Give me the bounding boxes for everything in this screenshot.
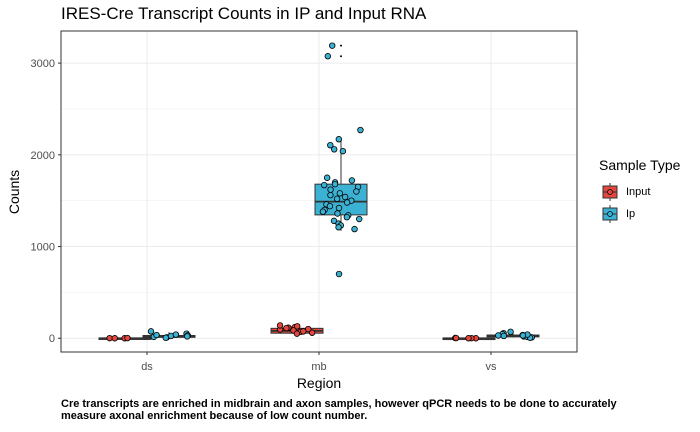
data-point-input bbox=[300, 328, 307, 335]
data-point-ip bbox=[334, 210, 341, 217]
data-point-ip bbox=[343, 199, 351, 206]
data-point-input bbox=[124, 334, 131, 342]
data-point-input bbox=[293, 330, 301, 337]
x-tick-label: ds bbox=[141, 361, 153, 373]
legend-label-input: Input bbox=[626, 186, 651, 198]
data-point-ip bbox=[327, 141, 334, 149]
data-point-ip bbox=[323, 174, 331, 181]
data-point-ip bbox=[162, 334, 169, 341]
data-point-ip bbox=[343, 213, 351, 221]
x-tick-label: mb bbox=[311, 361, 326, 373]
data-point-ip bbox=[507, 328, 514, 336]
figure-caption: Cre transcripts are enriched in midbrain… bbox=[61, 398, 617, 422]
x-axis-title: Region bbox=[297, 375, 341, 391]
outlier-point bbox=[340, 44, 342, 47]
data-point-ip bbox=[335, 136, 343, 143]
data-point-ip bbox=[329, 42, 336, 49]
legend-key-ip bbox=[602, 205, 618, 223]
y-tick-label: 3000 bbox=[31, 58, 55, 70]
data-point-ip bbox=[336, 190, 344, 197]
data-point-ip bbox=[339, 147, 347, 155]
legend-item-ip: Ip bbox=[601, 205, 700, 223]
grid-layer bbox=[61, 31, 577, 352]
data-point-ip bbox=[184, 333, 191, 340]
axis-layer: 0 1000 2000 3000 ds mb vs bbox=[31, 58, 497, 373]
data-point-ip bbox=[341, 193, 349, 201]
data-point-ip bbox=[327, 186, 334, 193]
data-point-input bbox=[294, 323, 301, 330]
point-layer bbox=[106, 42, 535, 342]
outlier-point bbox=[340, 55, 342, 58]
x-tick-label: vs bbox=[486, 361, 498, 373]
data-point-ip bbox=[357, 126, 364, 134]
data-point-ip bbox=[320, 181, 328, 189]
data-point-ip bbox=[331, 180, 339, 188]
data-point-ip bbox=[335, 270, 343, 278]
y-tick-label: 1000 bbox=[31, 242, 55, 254]
chart-title: IRES-Cre Transcript Counts in IP and Inp… bbox=[61, 4, 427, 23]
data-point-input bbox=[308, 329, 316, 336]
data-point-input bbox=[283, 324, 290, 332]
y-tick-label: 0 bbox=[49, 333, 55, 345]
data-point-ip bbox=[330, 217, 338, 225]
data-point-ip bbox=[324, 53, 332, 60]
data-point-ip bbox=[495, 332, 502, 339]
data-point-ip bbox=[172, 331, 180, 338]
data-point-ip bbox=[519, 332, 527, 339]
legend: Sample Type Input Ip bbox=[599, 157, 681, 223]
y-tick-label: 2000 bbox=[31, 150, 55, 162]
data-point-ip bbox=[319, 208, 327, 215]
data-point-input bbox=[111, 335, 118, 342]
data-point-input bbox=[452, 334, 460, 342]
data-point-ip bbox=[351, 225, 358, 233]
data-point-ip bbox=[327, 191, 334, 199]
data-point-ip bbox=[326, 202, 334, 210]
data-point-input bbox=[276, 322, 284, 329]
data-point-ip bbox=[335, 224, 342, 231]
data-point-ip bbox=[348, 177, 356, 184]
legend-item-input: Input bbox=[601, 183, 700, 201]
legend-label-ip: Ip bbox=[626, 208, 636, 220]
data-point-ip bbox=[356, 215, 363, 223]
data-point-ip bbox=[147, 328, 155, 335]
data-point-input bbox=[465, 335, 472, 342]
data-point-ip bbox=[500, 332, 508, 340]
data-point-ip bbox=[333, 195, 341, 203]
data-point-ip bbox=[353, 188, 360, 195]
data-point-ip bbox=[335, 204, 343, 212]
y-axis-title: Counts bbox=[6, 170, 22, 214]
legend-key-input bbox=[602, 183, 618, 201]
legend-title: Sample Type bbox=[599, 157, 681, 173]
data-point-ip bbox=[331, 146, 338, 153]
data-point-ip bbox=[153, 331, 160, 339]
